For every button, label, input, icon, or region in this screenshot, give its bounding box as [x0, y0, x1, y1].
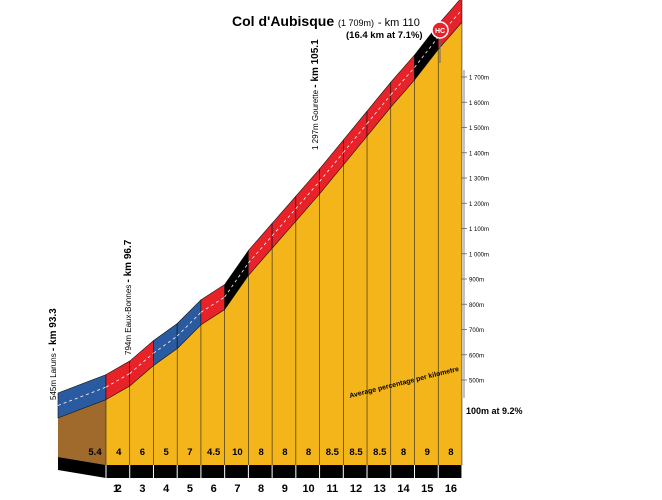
km-marker: 16: [445, 483, 457, 495]
km-marker: 10: [302, 483, 314, 495]
gradient-label: 8: [448, 447, 453, 458]
axis-tick-label: 1 500m: [469, 126, 489, 132]
km-marker: 12: [350, 483, 362, 495]
base-strip-shape: [58, 457, 462, 478]
band-centerline: [129, 352, 154, 374]
km-marker: 3: [139, 483, 145, 495]
gradient-label: 8: [282, 447, 287, 458]
gradient-label: 4.5: [207, 447, 221, 458]
waypoint-gourette: 1 297m Gourette - km 105.1: [310, 39, 321, 150]
km-marker: 5: [187, 483, 193, 495]
axis-tick-label: 800m: [469, 303, 484, 309]
band-centerline: [224, 262, 249, 298]
km-marker: 1: [113, 483, 119, 495]
km-marker: 2: [116, 483, 122, 495]
gradient-label: 8: [258, 447, 263, 458]
band-centerline: [342, 123, 368, 153]
badge-circle: [431, 21, 449, 39]
altitude-axis: 500m 600m 700m 800m 900m 1 000m 1 100m 1 200m 1 …: [461, 70, 489, 398]
axis-tick-label: 500m: [469, 379, 484, 385]
profile-fill: [106, 22, 462, 466]
axis-tick-label: 1 000m: [469, 252, 489, 258]
chart-subtitle: (16.4 km at 7.1%): [346, 30, 423, 41]
gradient-label: 8.5: [373, 447, 387, 458]
band-centerline: [153, 335, 178, 354]
gradient-label: 5.4: [88, 447, 102, 458]
km-marker: 11: [326, 483, 338, 495]
gradient-label: 8: [306, 447, 311, 458]
start-label: 100m at 9.2%: [466, 406, 523, 416]
badge-label: HC: [435, 28, 445, 35]
waypoint-laruns: 545m Laruns - km 93.3: [48, 308, 59, 400]
gradient-labels: 5.4 4 6 5 7 4.5 10 8 8 8 8.5 8.5 8.5 8 9 8: [88, 447, 453, 458]
km-marker: 4: [163, 483, 170, 495]
band-centerline: [200, 296, 225, 313]
chart-title: Col d'Aubisque (1 709m) - km 110: [232, 13, 420, 29]
gradient-label: 6: [140, 447, 145, 458]
gradient-band: [57, 0, 463, 419]
axis-tick-label: 1 300m: [469, 177, 489, 183]
profile-area: [58, 22, 462, 466]
axis-tick-label: 1 200m: [469, 202, 489, 208]
axis-tick-label: 700m: [469, 328, 484, 334]
ground-block: [58, 399, 106, 465]
gradient-label: 8: [401, 447, 406, 458]
km-marker: 15: [421, 483, 433, 495]
gradient-label: 4: [116, 447, 122, 458]
band-centerline: [271, 208, 297, 237]
band-centerline: [295, 181, 320, 209]
axis-tick-label: 1 600m: [469, 101, 489, 107]
band-centerline: [248, 235, 273, 264]
km-marker: 6: [211, 483, 217, 495]
band-centerline: [57, 386, 107, 406]
band-centerline: [366, 94, 392, 124]
axis-tick-label: 1 100m: [469, 227, 489, 233]
km-grid: [105, 22, 463, 465]
gradient-label: 5: [164, 447, 170, 458]
axis-tick-label: 600m: [469, 353, 484, 359]
axis-tick-label: 1 400m: [469, 151, 489, 157]
axis-tick-label: 900m: [469, 278, 484, 284]
base-strip: 12 3 4 5 6 7 8 9 10 11 12 13 14 15 16: [58, 457, 463, 495]
category-badge: HC: [431, 21, 449, 63]
band-centerline: [105, 373, 130, 388]
band-centerline: [319, 152, 344, 182]
axis-tick-label: 1 700m: [469, 76, 489, 82]
waypoint-eaux-bonnes: 794m Eaux-Bonnes - km 96.7: [123, 239, 134, 355]
gradient-label: 8.5: [349, 447, 363, 458]
gradient-label: 7: [187, 447, 192, 458]
gradient-label: 8.5: [326, 447, 340, 458]
km-marker: 7: [234, 483, 240, 495]
gradient-label: 9: [425, 447, 430, 458]
km-marker: 9: [282, 483, 288, 495]
km-marker: 8: [258, 483, 264, 495]
km-marker: 14: [397, 483, 410, 495]
km-marker: 13: [374, 483, 386, 495]
band-centerline: [414, 36, 439, 68]
gradient-label: 10: [232, 447, 243, 458]
band-centerline: [390, 67, 415, 96]
